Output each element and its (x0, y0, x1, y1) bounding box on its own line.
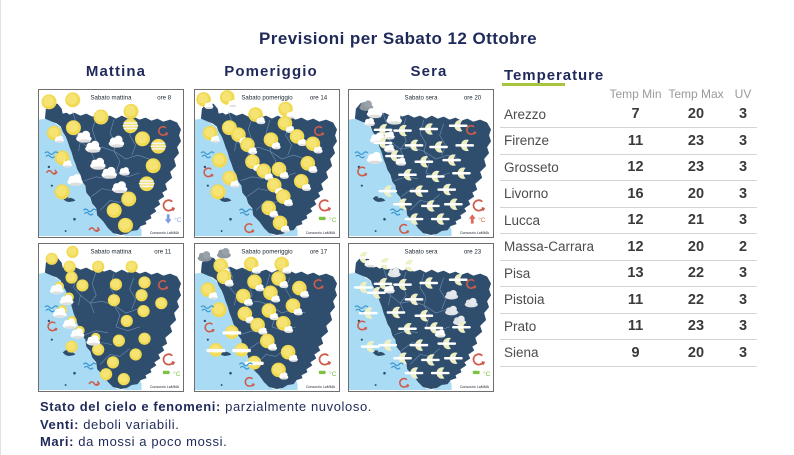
svg-text:Consorzio LaMMA: Consorzio LaMMA (150, 231, 180, 235)
svg-text:Consorzio LaMMA: Consorzio LaMMA (306, 231, 336, 235)
svg-text:ore 14: ore 14 (310, 94, 328, 101)
svg-text:Consorzio LaMMA: Consorzio LaMMA (460, 385, 490, 389)
svg-text:Sabato mattina: Sabato mattina (90, 94, 132, 101)
svg-text:Consorzio LaMMA: Consorzio LaMMA (150, 385, 180, 389)
svg-text:ore 17: ore 17 (310, 248, 328, 255)
svg-text:Sabato sera: Sabato sera (405, 94, 439, 101)
svg-text:°C: °C (329, 216, 337, 224)
svg-text:°C: °C (478, 216, 486, 224)
svg-text:ore 23: ore 23 (464, 248, 482, 255)
svg-text:Consorzio LaMMA: Consorzio LaMMA (306, 385, 336, 389)
svg-text:Sabato sera: Sabato sera (405, 248, 439, 255)
svg-text:°C: °C (173, 370, 181, 378)
svg-text:Sabato pomeriggio: Sabato pomeriggio (241, 248, 293, 255)
svg-text:ore 8: ore 8 (157, 94, 172, 101)
svg-text:Sabato pomeriggio: Sabato pomeriggio (241, 94, 293, 101)
svg-text:Sabato mattina: Sabato mattina (90, 248, 132, 255)
svg-text:°C: °C (329, 370, 337, 378)
svg-text:°C: °C (483, 370, 491, 378)
svg-text:ore 20: ore 20 (464, 94, 482, 101)
svg-text:°C: °C (174, 216, 182, 224)
svg-text:Consorzio LaMMA: Consorzio LaMMA (460, 231, 490, 235)
svg-text:ore 11: ore 11 (154, 248, 171, 255)
